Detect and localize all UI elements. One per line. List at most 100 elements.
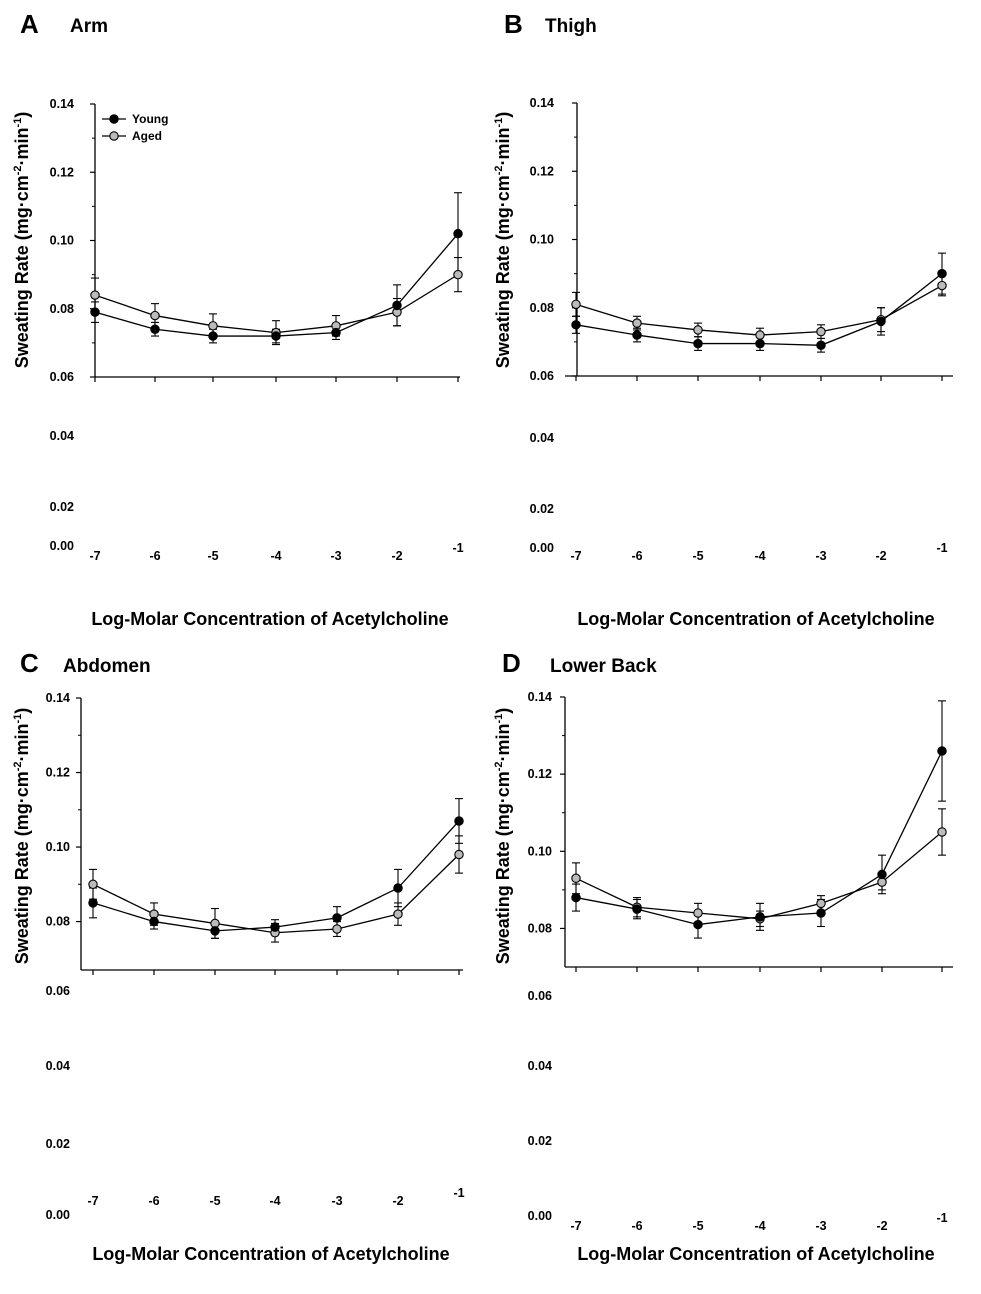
data-point-aged: [454, 849, 464, 860]
y-axis-title-part: ·min: [493, 127, 513, 165]
x-axis-title: Log-Molar Concentration of Acetylcholine: [91, 609, 448, 629]
series-line-aged: [575, 831, 943, 920]
data-point-young: [332, 913, 342, 923]
y-tick-label: 0.14: [46, 691, 70, 705]
legend-label: Aged: [132, 129, 162, 143]
x-tick-label: -2: [876, 1219, 887, 1233]
x-tick-label: -7: [89, 549, 100, 563]
data-point-aged: [693, 908, 703, 918]
y-tick-label: 0.12: [530, 164, 554, 178]
y-axis-title-sup: -1: [493, 714, 505, 724]
x-tick-label: -7: [570, 549, 581, 563]
y-tick-label: 0.04: [46, 1059, 70, 1073]
y-tick-label: 0.02: [50, 500, 74, 514]
y-tick-label: 0.02: [528, 1134, 552, 1148]
y-tick-label: 0.12: [528, 767, 552, 781]
y-axis-title-part: ·min: [12, 127, 32, 165]
x-tick-label: -4: [754, 1219, 765, 1233]
y-axis-title-sup: -2: [493, 165, 505, 175]
y-tick-label: 0.10: [46, 840, 70, 854]
panel-letter: A: [20, 9, 39, 39]
panel-a: A Arm 0.00 0.02 0.04 0.06 0.08 0.10 0.12 0.14 -7 -6…: [12, 9, 464, 629]
x-axis-title: Log-Molar Concentration of Acetylcholine: [577, 609, 934, 629]
y-tick-label: 0.10: [50, 234, 74, 248]
x-tick-label: -5: [209, 1194, 220, 1208]
y-tick-label: 0.10: [528, 844, 552, 858]
y-axis-title: Sweating Rate (mg·cm-2·min-1): [493, 112, 513, 369]
data-point-aged: [816, 326, 826, 337]
series-line-young: [575, 750, 943, 926]
x-tick-label: -2: [875, 549, 886, 563]
x-tick-label: -6: [148, 1194, 159, 1208]
data-point-young: [571, 320, 581, 330]
y-axis-title-part: Sweating Rate (mg·cm: [493, 175, 513, 368]
y-axis-title-part: ·min: [12, 723, 32, 761]
panel-title: Arm: [70, 16, 108, 37]
data-point-young: [88, 898, 98, 908]
panel-title: Thigh: [545, 16, 597, 37]
y-tick-label: 0.04: [528, 1059, 552, 1073]
data-point-aged: [816, 898, 826, 909]
x-tick-label: -1: [452, 541, 463, 555]
data-point-aged: [693, 325, 703, 335]
x-tick-label: -4: [269, 1194, 280, 1208]
x-tick-label: -1: [936, 541, 947, 555]
y-tick-label: 0.06: [50, 370, 74, 384]
x-tick-label: -1: [936, 1211, 947, 1225]
data-point-aged: [453, 269, 463, 280]
data-point-young: [816, 908, 826, 918]
x-tick-label: -2: [392, 1194, 403, 1208]
y-axis-title-part: ·min: [493, 723, 513, 761]
x-tick-label: -1: [453, 1186, 464, 1200]
data-point-young: [453, 228, 463, 239]
data-point-aged: [632, 318, 642, 328]
panel-letter: B: [504, 9, 523, 39]
x-tick-label: -5: [207, 549, 218, 563]
y-tick-label: 0.08: [530, 301, 554, 315]
data-point-young: [571, 892, 581, 903]
y-tick-label: 0.14: [50, 97, 74, 111]
data-point-young: [90, 307, 100, 317]
x-tick-label: -4: [270, 549, 281, 563]
data-point-young: [877, 869, 887, 880]
data-point-aged: [937, 827, 947, 837]
data-point-young: [393, 883, 403, 893]
panel-c: C Abdomen 0.00 0.02 0.04 0.06 0.08 0.10 0.12 0.14…: [12, 648, 465, 1264]
data-point-young: [210, 926, 220, 936]
y-tick-label: 0.06: [528, 989, 552, 1003]
data-point-aged: [90, 290, 100, 300]
y-axis-title-sup: -1: [12, 714, 24, 724]
legend: Young Aged: [102, 112, 168, 143]
y-tick-label: 0.00: [528, 1209, 552, 1223]
data-point-aged: [332, 924, 342, 934]
x-tick-label: -5: [692, 1219, 703, 1233]
y-axis-title-part: ): [493, 112, 513, 118]
y-tick-label: 0.00: [530, 541, 554, 555]
panel-title: Lower Back: [550, 656, 657, 677]
y-tick-label: 0.12: [46, 766, 70, 780]
data-point-young: [937, 746, 947, 756]
data-point-young: [876, 316, 886, 327]
y-axis-title-part: ): [12, 112, 32, 118]
y-axis-title-part: Sweating Rate (mg·cm: [12, 175, 32, 368]
y-tick-label: 0.12: [50, 165, 74, 179]
data-point-young: [937, 268, 947, 279]
y-tick-label: 0.04: [530, 431, 554, 445]
panel-b: B Thigh 0.00 0.02 0.04 0.06 0.08 0.10 0.12 0.14 -7…: [493, 9, 953, 629]
y-tick-label: 0.04: [50, 429, 74, 443]
x-tick-label: -7: [570, 1219, 581, 1233]
x-tick-label: -7: [87, 1194, 98, 1208]
data-point-young: [755, 912, 765, 922]
y-tick-label: 0.14: [530, 96, 554, 110]
data-point-aged: [571, 299, 581, 310]
y-tick-label: 0.08: [528, 921, 552, 935]
data-point-young: [150, 324, 160, 334]
panel-letter: D: [502, 648, 521, 678]
y-tick-label: 0.02: [530, 502, 554, 516]
data-point-aged: [755, 330, 765, 340]
data-point-young: [632, 330, 642, 340]
data-point-young: [270, 922, 280, 932]
data-point-young: [816, 340, 826, 351]
x-tick-label: -3: [815, 549, 826, 563]
